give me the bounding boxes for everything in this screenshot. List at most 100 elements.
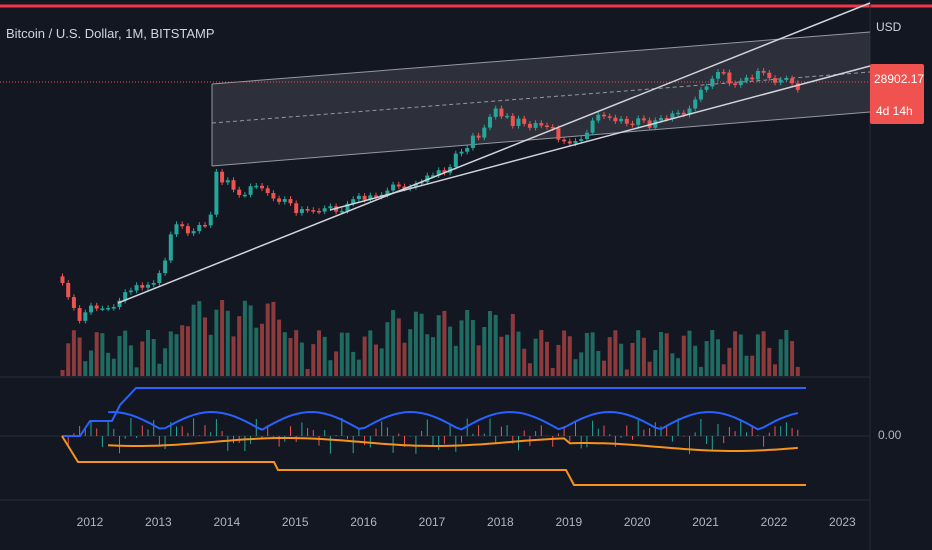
candle-body: [459, 151, 464, 154]
candle-body: [590, 120, 595, 133]
volume-bar: [704, 341, 709, 376]
volume-bar: [294, 330, 299, 376]
channel-top-line[interactable]: [211, 31, 871, 85]
volume-bar: [727, 347, 732, 376]
volume-bar: [510, 313, 515, 376]
x-axis-year-2012: 2012: [76, 515, 104, 529]
parallel-channel[interactable]: [212, 32, 870, 166]
volume-bar: [767, 347, 772, 376]
last-price-tag: 28902.17 4d 14h: [870, 64, 924, 124]
volume-bar: [436, 315, 441, 376]
candle-body: [83, 312, 88, 321]
candle-body: [522, 118, 527, 124]
candle-body: [470, 135, 475, 148]
volume-bar: [602, 360, 606, 376]
volume-bar: [710, 330, 715, 376]
trendline-support[interactable]: [329, 65, 871, 211]
candle-body: [220, 171, 225, 183]
candle-body: [750, 77, 755, 80]
volume-bar: [499, 336, 504, 376]
volume-bar: [698, 366, 703, 376]
channel-mid-line[interactable]: [211, 71, 871, 124]
volume-bar: [533, 338, 538, 376]
candle-body: [687, 108, 692, 115]
volume-bar: [488, 311, 492, 376]
candle-body: [322, 208, 327, 212]
volume-bar: [351, 351, 356, 376]
candle-body: [345, 203, 350, 211]
volume-bar: [676, 358, 681, 376]
candle-body: [556, 128, 561, 140]
candle-body: [362, 195, 367, 200]
candle-body: [664, 118, 669, 120]
candle-body: [339, 210, 344, 213]
candle-body: [505, 115, 510, 118]
volume-bar: [773, 364, 777, 376]
volume-bar: [71, 330, 76, 376]
volume-bar: [545, 341, 549, 376]
volume-bar: [681, 335, 686, 376]
candle-body: [499, 108, 504, 117]
volume-bar: [157, 363, 162, 376]
candle-body: [260, 185, 264, 189]
candle-body: [242, 194, 247, 197]
candle-body: [676, 112, 681, 115]
channel-bottom-line[interactable]: [211, 111, 871, 167]
volume-bar: [459, 320, 464, 376]
candle-body: [197, 225, 202, 232]
candle-body: [613, 117, 618, 122]
volume-bar: [738, 334, 743, 376]
candle-body: [163, 260, 168, 274]
candle-body: [77, 308, 82, 321]
candle-body: [174, 224, 179, 235]
volume-bar: [151, 339, 156, 376]
volume-bar: [584, 332, 589, 376]
candle-body: [100, 308, 105, 311]
volume-bar: [590, 332, 595, 376]
candle-body: [402, 186, 407, 189]
volume-bar: [750, 355, 755, 376]
volume-bar: [248, 305, 253, 376]
candle-body: [476, 135, 481, 138]
candle-body: [123, 292, 128, 301]
volume-bar: [784, 330, 789, 376]
x-axis-year-2020: 2020: [623, 515, 651, 529]
candle-body: [567, 141, 572, 144]
candle-body: [117, 300, 122, 308]
candle-body: [607, 116, 612, 118]
candle-body: [180, 224, 185, 227]
volume-bar: [670, 353, 675, 376]
candle-body: [271, 193, 276, 199]
volume-bar: [636, 330, 641, 376]
candle-body: [693, 99, 698, 109]
volume-bar: [596, 350, 601, 376]
volume-bar: [761, 331, 766, 376]
candle-body: [356, 195, 361, 200]
volume-bar: [653, 350, 658, 376]
volume-bar: [146, 330, 150, 376]
candle-body: [282, 199, 287, 202]
volume-bar: [567, 336, 572, 376]
candle-body: [442, 170, 447, 173]
trendline-long[interactable]: [117, 2, 871, 304]
volume-bar: [470, 320, 475, 376]
candle-body: [248, 186, 253, 195]
candle-body: [795, 83, 800, 90]
volume-bar: [482, 326, 487, 376]
volume-bar: [624, 369, 629, 376]
currency-label: USD: [876, 20, 902, 34]
volume-bar: [305, 368, 310, 376]
candle-body: [778, 79, 783, 83]
candle-body: [733, 83, 738, 86]
candle-body: [317, 210, 321, 213]
x-axis-year-2015: 2015: [281, 515, 309, 529]
volume-bar: [396, 318, 401, 376]
volume-bar: [288, 338, 293, 376]
candle-body: [60, 276, 65, 283]
volume-bar: [328, 360, 333, 376]
x-axis-year-2019: 2019: [555, 515, 583, 529]
candle-body: [413, 183, 418, 188]
candle-body: [146, 284, 150, 288]
volume-bar: [402, 342, 407, 376]
